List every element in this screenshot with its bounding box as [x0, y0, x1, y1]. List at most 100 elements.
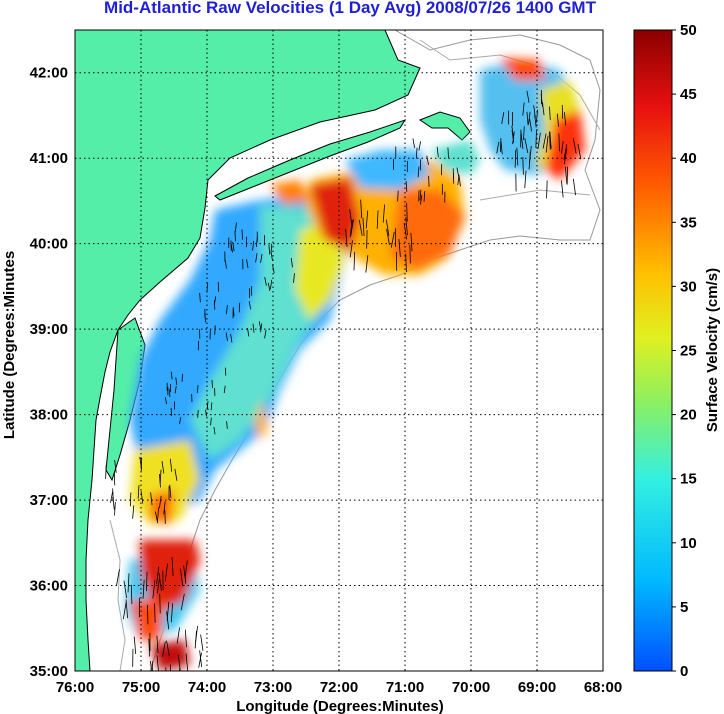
velocity-arrow: [512, 131, 515, 145]
velocity-arrow: [204, 313, 207, 323]
velocity-arrow: [545, 135, 549, 153]
velocity-arrow: [197, 409, 199, 418]
velocity-arrow: [174, 468, 178, 481]
velocity-arrow: [112, 496, 115, 510]
velocity-arrow: [447, 147, 449, 159]
velocity-arrow: [150, 492, 153, 506]
velocity-arrow: [572, 178, 576, 196]
velocity-arrow: [223, 385, 226, 394]
velocity-arrow: [353, 251, 356, 271]
colorbar-tick-label: 40: [680, 150, 697, 167]
colorbar-label: Surface Velocity (cm/s): [704, 268, 721, 432]
velocity-arrow: [162, 641, 166, 657]
velocity-arrow: [563, 112, 567, 126]
x-tick-label: 76:00: [56, 679, 94, 696]
colorbar-tick-label: 30: [680, 278, 697, 295]
velocity-arrow: [210, 417, 212, 426]
velocity-arrow: [159, 495, 162, 509]
colorbar-ticks: 0 5 10 15 20 25 30 35 40 45 50: [672, 22, 697, 680]
velocity-arrow: [170, 603, 174, 623]
velocity-arrow: [199, 292, 201, 303]
velocity-arrow: [523, 126, 525, 140]
velocity-arrow: [410, 233, 413, 252]
velocity-arrow: [149, 661, 153, 671]
velocity-arrow: [350, 219, 354, 236]
velocity-arrow: [132, 505, 135, 519]
x-tick-label: 73:00: [254, 679, 292, 696]
velocity-arrow: [405, 181, 408, 192]
velocity-arrow: [196, 385, 199, 393]
velocity-arrow: [230, 243, 233, 253]
velocity-arrow: [420, 194, 423, 205]
velocity-arrow: [436, 146, 439, 158]
velocity-arrow: [161, 460, 165, 474]
velocity-arrow: [458, 176, 461, 187]
land-long-island: [214, 119, 407, 201]
velocity-arrow: [158, 572, 162, 591]
colorbar-tick-label: 25: [680, 343, 697, 360]
velocity-arrow: [213, 296, 217, 305]
velocity-arrow: [514, 149, 517, 168]
velocity-arrow: [267, 282, 271, 292]
velocity-arrow: [405, 253, 407, 272]
velocity-arrow: [114, 459, 117, 473]
velocity-arrow: [561, 141, 564, 154]
velocity-arrow: [572, 138, 577, 154]
velocity-arrow: [496, 141, 500, 154]
map-title: Mid-Atlantic Raw Velocities (1 Day Avg) …: [104, 0, 596, 17]
x-tick-label: 69:00: [518, 679, 556, 696]
velocity-arrow: [268, 244, 271, 255]
x-tick-label: 71:00: [386, 679, 424, 696]
velocity-arrow: [156, 655, 159, 671]
velocity-arrow: [159, 473, 161, 488]
velocity-arrow: [166, 640, 170, 657]
y-tick-label: 39:00: [30, 321, 68, 338]
velocity-arrow: [564, 166, 568, 184]
velocity-arrow: [529, 119, 532, 132]
velocity-arrow: [164, 680, 165, 697]
velocity-arrow: [105, 465, 107, 479]
colorbar-tick-label: 50: [680, 22, 697, 39]
velocity-arrow: [148, 638, 151, 657]
y-tick-label: 40:00: [30, 236, 68, 253]
x-tick-label: 70:00: [452, 679, 490, 696]
velocity-arrow: [200, 634, 204, 651]
velocity-arrow: [224, 259, 227, 269]
velocity-arrow: [164, 397, 167, 405]
velocity-arrow: [558, 133, 560, 152]
velocity-arrow: [423, 191, 426, 202]
x-tick-label: 75:00: [122, 679, 160, 696]
velocity-arrow: [175, 377, 178, 386]
velocity-arrow: [360, 199, 363, 219]
velocity-arrow: [213, 426, 216, 435]
velocity-arrow: [563, 148, 568, 165]
velocity-arrow: [255, 237, 258, 248]
velocity-arrow: [110, 491, 114, 503]
velocity-arrow: [165, 667, 167, 671]
y-tick-label: 35:00: [30, 663, 68, 680]
velocity-arrow: [258, 321, 262, 330]
velocity-arrow: [542, 102, 545, 116]
velocity-arrow: [416, 147, 418, 159]
velocity-arrow: [577, 143, 582, 160]
velocity-arrow: [169, 484, 172, 499]
velocity-arrow: [520, 132, 524, 150]
velocity-arrow: [528, 111, 531, 125]
velocity-arrow: [252, 323, 255, 333]
velocity-arrow: [397, 190, 399, 202]
velocity-arrow: [563, 144, 568, 160]
velocity-arrow: [365, 255, 369, 273]
velocity-arrow: [247, 327, 250, 337]
velocity-arrow: [270, 279, 273, 290]
velocity-arrow: [405, 217, 408, 236]
velocity-arrow: [169, 458, 173, 472]
velocity-arrow: [127, 573, 130, 593]
velocity-arrow: [156, 635, 159, 654]
velocity-arrow: [184, 560, 188, 579]
velocity-arrow: [526, 111, 529, 126]
velocity-arrow: [170, 371, 173, 380]
velocity-arrow: [225, 332, 228, 342]
velocity-arrow: [116, 569, 120, 586]
velocity-arrow: [168, 389, 171, 397]
velocity-arrow: [178, 667, 181, 671]
